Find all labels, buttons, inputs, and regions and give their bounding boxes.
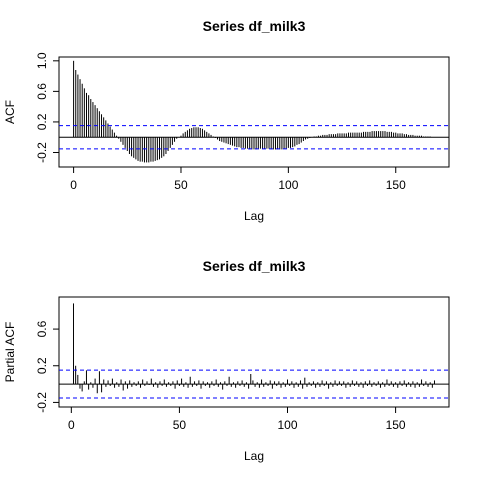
acf-plot-frame: [58, 56, 450, 168]
acf-y-tick-label: 0.6: [35, 83, 49, 100]
pacf-plot-frame: [58, 296, 450, 408]
pacf-y-tick-label: -0.2: [35, 392, 49, 413]
pacf-xlabel: Lag: [244, 449, 264, 463]
acf-bars: [73, 60, 431, 163]
acf-y-tick-label: 0.2: [35, 113, 49, 130]
pacf-panel: Series df_milk3 Lag Partial ACF 0 50 100 15…: [3, 258, 450, 463]
acf-xlabel: Lag: [244, 209, 264, 223]
acf-panel: Series df_milk3 Lag ACF 0 50 100 150 -0.2 0.2…: [3, 18, 450, 223]
acf-x-tick-label: 50: [174, 178, 188, 192]
pacf-y-tick-label: 0.2: [35, 357, 49, 374]
pacf-bars: [72, 303, 436, 394]
acf-y-tick-label: -0.2: [35, 142, 49, 163]
acf-x-tick-label: 150: [386, 178, 406, 192]
pacf-ylabel: Partial ACF: [3, 322, 17, 383]
acf-x-tick-label: 0: [70, 178, 77, 192]
pacf-title: Series df_milk3: [203, 258, 306, 274]
acf-title: Series df_milk3: [203, 18, 306, 34]
pacf-x-tick-label: 50: [173, 418, 187, 432]
pacf-x-tick-label: 100: [277, 418, 297, 432]
acf-y-tick-label: 1.0: [35, 52, 49, 69]
acf-ylabel: ACF: [3, 100, 17, 124]
acf-x-tick-label: 100: [278, 178, 298, 192]
pacf-y-tick-label: 0.6: [35, 320, 49, 337]
pacf-x-tick-label: 150: [386, 418, 406, 432]
pacf-x-tick-label: 0: [68, 418, 75, 432]
